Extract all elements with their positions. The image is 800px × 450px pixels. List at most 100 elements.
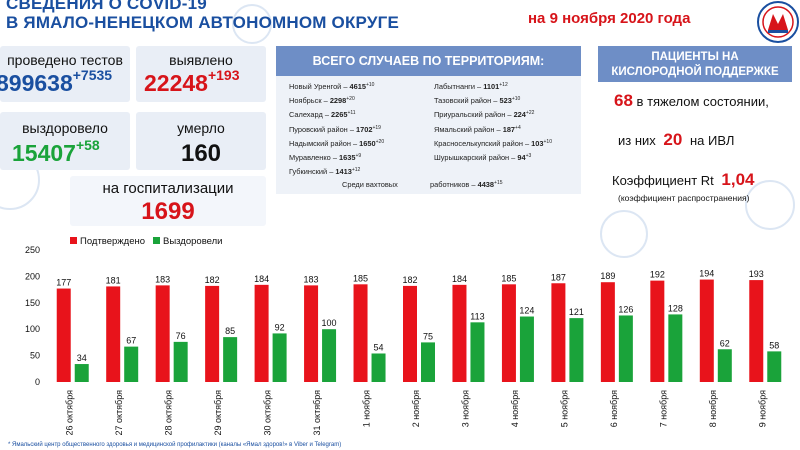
territory-name: Пуровский район – <box>289 124 354 134</box>
x-tick-label: 9 ноября <box>757 390 767 427</box>
bar-recovered <box>223 337 238 382</box>
territory-delta: +9 <box>355 153 362 159</box>
bar-confirmed <box>304 285 319 382</box>
data-label-confirmed: 182 <box>205 275 220 285</box>
bar-recovered <box>618 315 633 382</box>
territory-name: Шурышкарский район – <box>434 153 516 162</box>
shift-workers-delta: +15 <box>494 180 503 186</box>
territory-item: Приуральский район – 224+22 <box>434 110 534 119</box>
data-label-recovered: 76 <box>176 331 186 341</box>
territory-item: Надымский район – 1650+20 <box>289 139 384 148</box>
x-tick-label: 28 октября <box>164 390 174 436</box>
x-tick-label: 1 ноября <box>362 390 372 427</box>
territory-delta: +12 <box>499 82 508 88</box>
data-label-confirmed: 192 <box>650 270 665 280</box>
bar-confirmed <box>749 280 764 382</box>
report-date: на 9 ноября 2020 года <box>528 10 691 27</box>
bar-recovered <box>421 342 435 382</box>
data-label-recovered: 75 <box>423 331 433 341</box>
tests-card: проведено тестов 899638+7535 <box>0 46 130 102</box>
rt-label: Коэффициент Rt <box>612 173 714 188</box>
territory-delta: +10 <box>543 138 552 145</box>
x-tick-label: 8 ноября <box>708 390 718 427</box>
bar-recovered <box>124 346 139 382</box>
y-tick-label: 50 <box>30 351 40 361</box>
ivl-value: 20 <box>663 130 683 149</box>
bar-confirmed <box>452 284 467 382</box>
territory-name: Новый Уренгой – <box>289 82 348 91</box>
shift-workers-value: 4438 <box>477 180 495 189</box>
bar-recovered <box>173 341 188 382</box>
territory-value: 187 <box>502 124 516 134</box>
territory-value: 1101 <box>483 82 500 91</box>
territory-item: Тазовский район – 523+10 <box>434 96 520 105</box>
territory-value: 523 <box>499 96 512 106</box>
died-label: умерло <box>177 120 225 136</box>
territory-value: 1650 <box>359 138 376 148</box>
shift-workers-label-b: работников – <box>430 180 476 189</box>
bar-confirmed <box>155 285 170 382</box>
bar-confirmed <box>600 282 615 382</box>
shift-workers-row: работников – 4438+15 <box>430 180 503 189</box>
y-tick-label: 100 <box>25 324 40 334</box>
territory-item: Лабытнанги – 1101+12 <box>434 82 508 91</box>
data-label-confirmed: 184 <box>254 274 269 284</box>
territory-name: Ямальский район – <box>434 124 501 134</box>
data-label-confirmed: 185 <box>353 273 368 283</box>
bar-recovered <box>569 318 584 382</box>
severe-value: 68 <box>614 91 633 110</box>
territory-delta: +10 <box>511 96 521 103</box>
territory-value: 4615 <box>349 82 366 91</box>
data-label-recovered: 92 <box>275 322 285 332</box>
rt-value: 1,04 <box>721 170 755 189</box>
ivl-suffix: на ИВЛ <box>689 133 735 148</box>
bar-recovered <box>470 322 485 382</box>
bar-recovered <box>74 364 89 382</box>
tests-value: 899638+7535 <box>0 67 112 97</box>
territory-name: Муравленко – <box>289 153 337 162</box>
bar-recovered <box>767 351 782 382</box>
recovered-number: 15407 <box>12 140 76 166</box>
territory-delta: +11 <box>347 110 356 117</box>
territory-name: Красноселькупский район – <box>434 138 530 148</box>
y-tick-label: 250 <box>25 245 40 255</box>
bar-recovered <box>371 353 386 382</box>
detected-delta: +193 <box>207 67 240 83</box>
territory-delta: +3 <box>525 153 532 159</box>
data-label-recovered: 126 <box>618 304 633 314</box>
territory-value: 1635 <box>339 153 356 162</box>
x-tick-label: 27 октября <box>114 390 124 436</box>
detected-value: 22248+193 <box>144 67 240 97</box>
territory-value: 1413 <box>335 167 352 177</box>
data-label-recovered: 113 <box>470 311 484 321</box>
legend-recovered-swatch <box>153 237 160 244</box>
rt-note: (коэффициент распространения) <box>618 193 750 203</box>
data-label-confirmed: 183 <box>155 274 170 284</box>
territory-value: 2298 <box>329 96 347 106</box>
hospital-label: на госпитализации <box>102 180 234 197</box>
bar-recovered <box>717 349 732 382</box>
bar-recovered <box>272 333 287 382</box>
page-title: СВЕДЕНИЯ О COVID-19 В ЯМАЛО-НЕНЕЦКОМ АВТ… <box>6 0 399 32</box>
territory-delta: +22 <box>525 110 535 117</box>
bar-confirmed <box>353 284 368 382</box>
territory-value: 1702 <box>356 124 373 134</box>
data-label-recovered: 121 <box>569 307 584 317</box>
x-tick-label: 31 октября <box>312 390 322 436</box>
virus-decoration-icon <box>745 180 795 230</box>
x-tick-label: 30 октября <box>263 390 273 436</box>
data-label-confirmed: 177 <box>56 278 71 288</box>
territory-item: Пуровский район – 1702+19 <box>289 125 381 134</box>
bar-recovered <box>519 316 534 382</box>
recovered-label: выздоровело <box>22 120 108 136</box>
title-line-2: В ЯМАЛО-НЕНЕЦКОМ АВТОНОМНОМ ОКРУГЕ <box>6 13 400 32</box>
y-tick-label: 200 <box>25 271 40 281</box>
territory-delta: +12 <box>351 167 361 174</box>
bar-confirmed <box>551 283 566 382</box>
territory-name: Надымский район – <box>289 138 358 148</box>
rt-row: Коэффициент Rt 1,04 <box>612 170 755 190</box>
data-label-confirmed: 184 <box>452 274 467 284</box>
x-tick-label: 7 ноября <box>658 390 668 427</box>
territory-item: Шурышкарский район – 94+3 <box>434 153 531 162</box>
territory-delta: +19 <box>372 124 381 131</box>
